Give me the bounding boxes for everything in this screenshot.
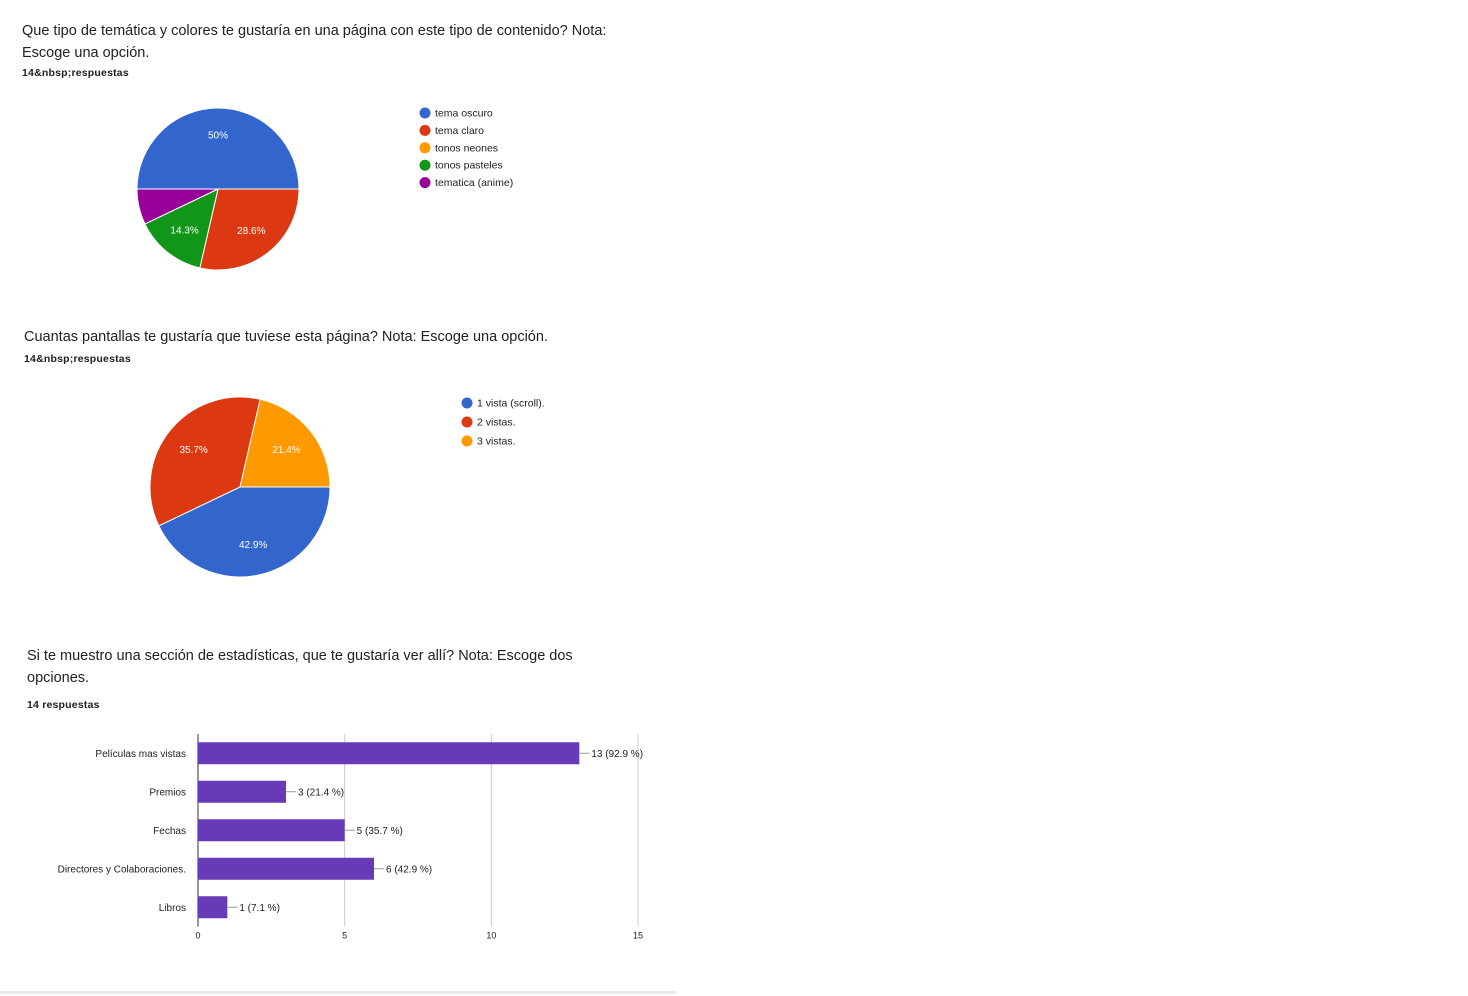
question-3-title-line1: Si te muestro una sección de estadística… xyxy=(27,648,573,664)
pie-slice-label-1: 35.7% xyxy=(179,445,207,456)
legend-label-1: tema claro xyxy=(435,125,484,137)
legend-label-4: tematica (anime) xyxy=(435,177,513,189)
pie-slice-0 xyxy=(158,486,331,578)
bar-category-label-4: Libros xyxy=(159,903,186,914)
pie-slice-0 xyxy=(136,107,300,190)
pie-slice-label-1: 28.6% xyxy=(237,226,265,237)
legend-swatch-2 xyxy=(461,435,473,447)
question-3: Si te muestro una sección de estadística… xyxy=(0,632,676,996)
bar-4 xyxy=(198,896,228,919)
pie-chart-2: 42.9% 35.7% 21.4% 1 vista (scroll). 2 vistas… xyxy=(149,396,545,578)
bar-category-label-2: Fechas xyxy=(153,826,186,837)
legend-swatch-0 xyxy=(461,397,473,409)
pie-slice-label-2: 21.4% xyxy=(272,445,300,456)
legend-label-3: tonos pasteles xyxy=(435,160,503,172)
legend-label-2: tonos neones xyxy=(435,142,498,154)
x-tick-label-1: 5 xyxy=(342,931,347,941)
bar-value-label-4: 1 (7.1 %) xyxy=(239,903,280,914)
bar-value-label-0: 13 (92.9 %) xyxy=(591,749,643,760)
question-1-response-count: 14&nbsp;respuestas xyxy=(22,67,129,79)
pie-slice-4 xyxy=(136,188,219,225)
legend-swatch-4 xyxy=(419,177,431,189)
legend-label-0: 1 vista (scroll). xyxy=(477,398,545,410)
legend-swatch-1 xyxy=(419,124,431,136)
pie-slice-label-3: 14.3% xyxy=(170,226,198,237)
bar-1 xyxy=(198,780,286,803)
panel-divider xyxy=(0,632,676,994)
legend-swatch-1 xyxy=(461,416,473,428)
pie-slice-1 xyxy=(199,188,300,271)
bar-value-label-3: 6 (42.9 %) xyxy=(386,864,432,875)
pie-chart-1: 50% 28.6% 14.3% tema oscuro tema claro tonos … xyxy=(136,107,513,271)
legend-label-1: 2 vistas. xyxy=(477,417,516,429)
pie-slice-2 xyxy=(239,398,331,488)
x-tick-label-2: 10 xyxy=(486,931,496,941)
legend-swatch-3 xyxy=(419,159,431,171)
pie-slice-3 xyxy=(144,188,219,269)
x-tick-label-0: 0 xyxy=(195,931,200,941)
bar-2 xyxy=(198,819,345,842)
question-2-response-count: 14&nbsp;respuestas xyxy=(24,353,131,365)
legend-label-0: tema oscuro xyxy=(435,108,493,120)
bar-chart-3: 0 5 10 15 Películas mas vistas 13 (92.9 %) Pre… xyxy=(58,734,643,941)
bar-category-label-3: Directores y Colaboraciones. xyxy=(58,864,186,875)
pie-slice-label-0: 50% xyxy=(208,131,228,142)
legend-swatch-2 xyxy=(419,142,431,154)
question-3-response-count: 14 respuestas xyxy=(27,699,100,711)
question-1-title-line1: Que tipo de temática y colores te gustar… xyxy=(22,23,607,39)
x-tick-label-3: 15 xyxy=(633,931,643,941)
pie-slice-1 xyxy=(149,396,261,527)
bar-value-label-1: 3 (21.4 %) xyxy=(298,787,344,798)
question-2-title: Cuantas pantallas te gustaría que tuvies… xyxy=(24,329,548,345)
bar-3 xyxy=(198,857,374,880)
pie-slice-label-0: 42.9% xyxy=(239,540,267,551)
bar-category-label-0: Películas mas vistas xyxy=(95,749,186,760)
question-1-title-line2: Escoge una opción. xyxy=(22,45,150,61)
bar-value-label-2: 5 (35.7 %) xyxy=(357,826,403,837)
bar-category-label-1: Premios xyxy=(149,787,186,798)
legend-label-2: 3 vistas. xyxy=(477,436,516,448)
legend-swatch-0 xyxy=(419,107,431,119)
question-3-title-line2: opciones. xyxy=(27,670,90,686)
bar-0 xyxy=(198,742,580,765)
